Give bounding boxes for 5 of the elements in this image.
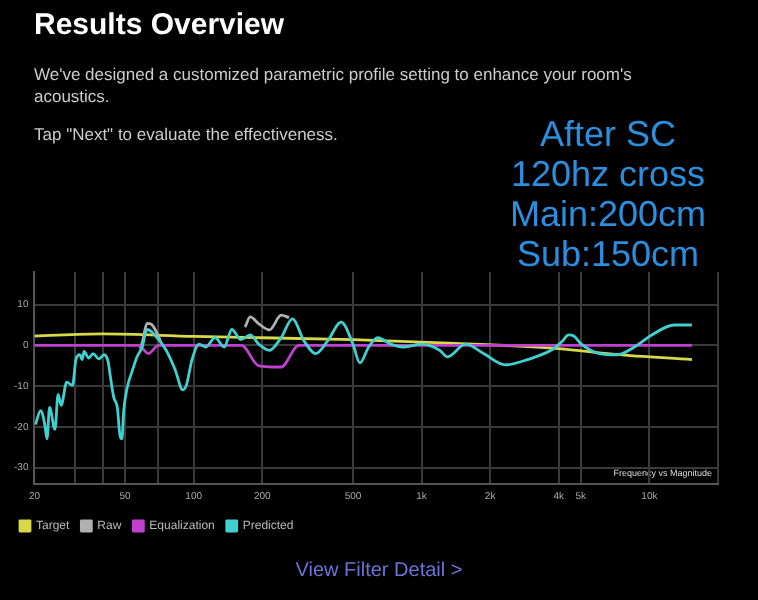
annotation: After SC 120hz cross Main:200cm Sub:150cm bbox=[510, 114, 707, 274]
chart-title: Results Overview bbox=[34, 8, 285, 42]
text: View Filter Detail > bbox=[293, 560, 465, 582]
chart-subtitle: We've designed a customized parametric profile setting to enhance your room's acoustics. bbox=[34, 64, 634, 108]
text: Tap "Next" to evaluate the effectiveness. bbox=[34, 124, 338, 144]
